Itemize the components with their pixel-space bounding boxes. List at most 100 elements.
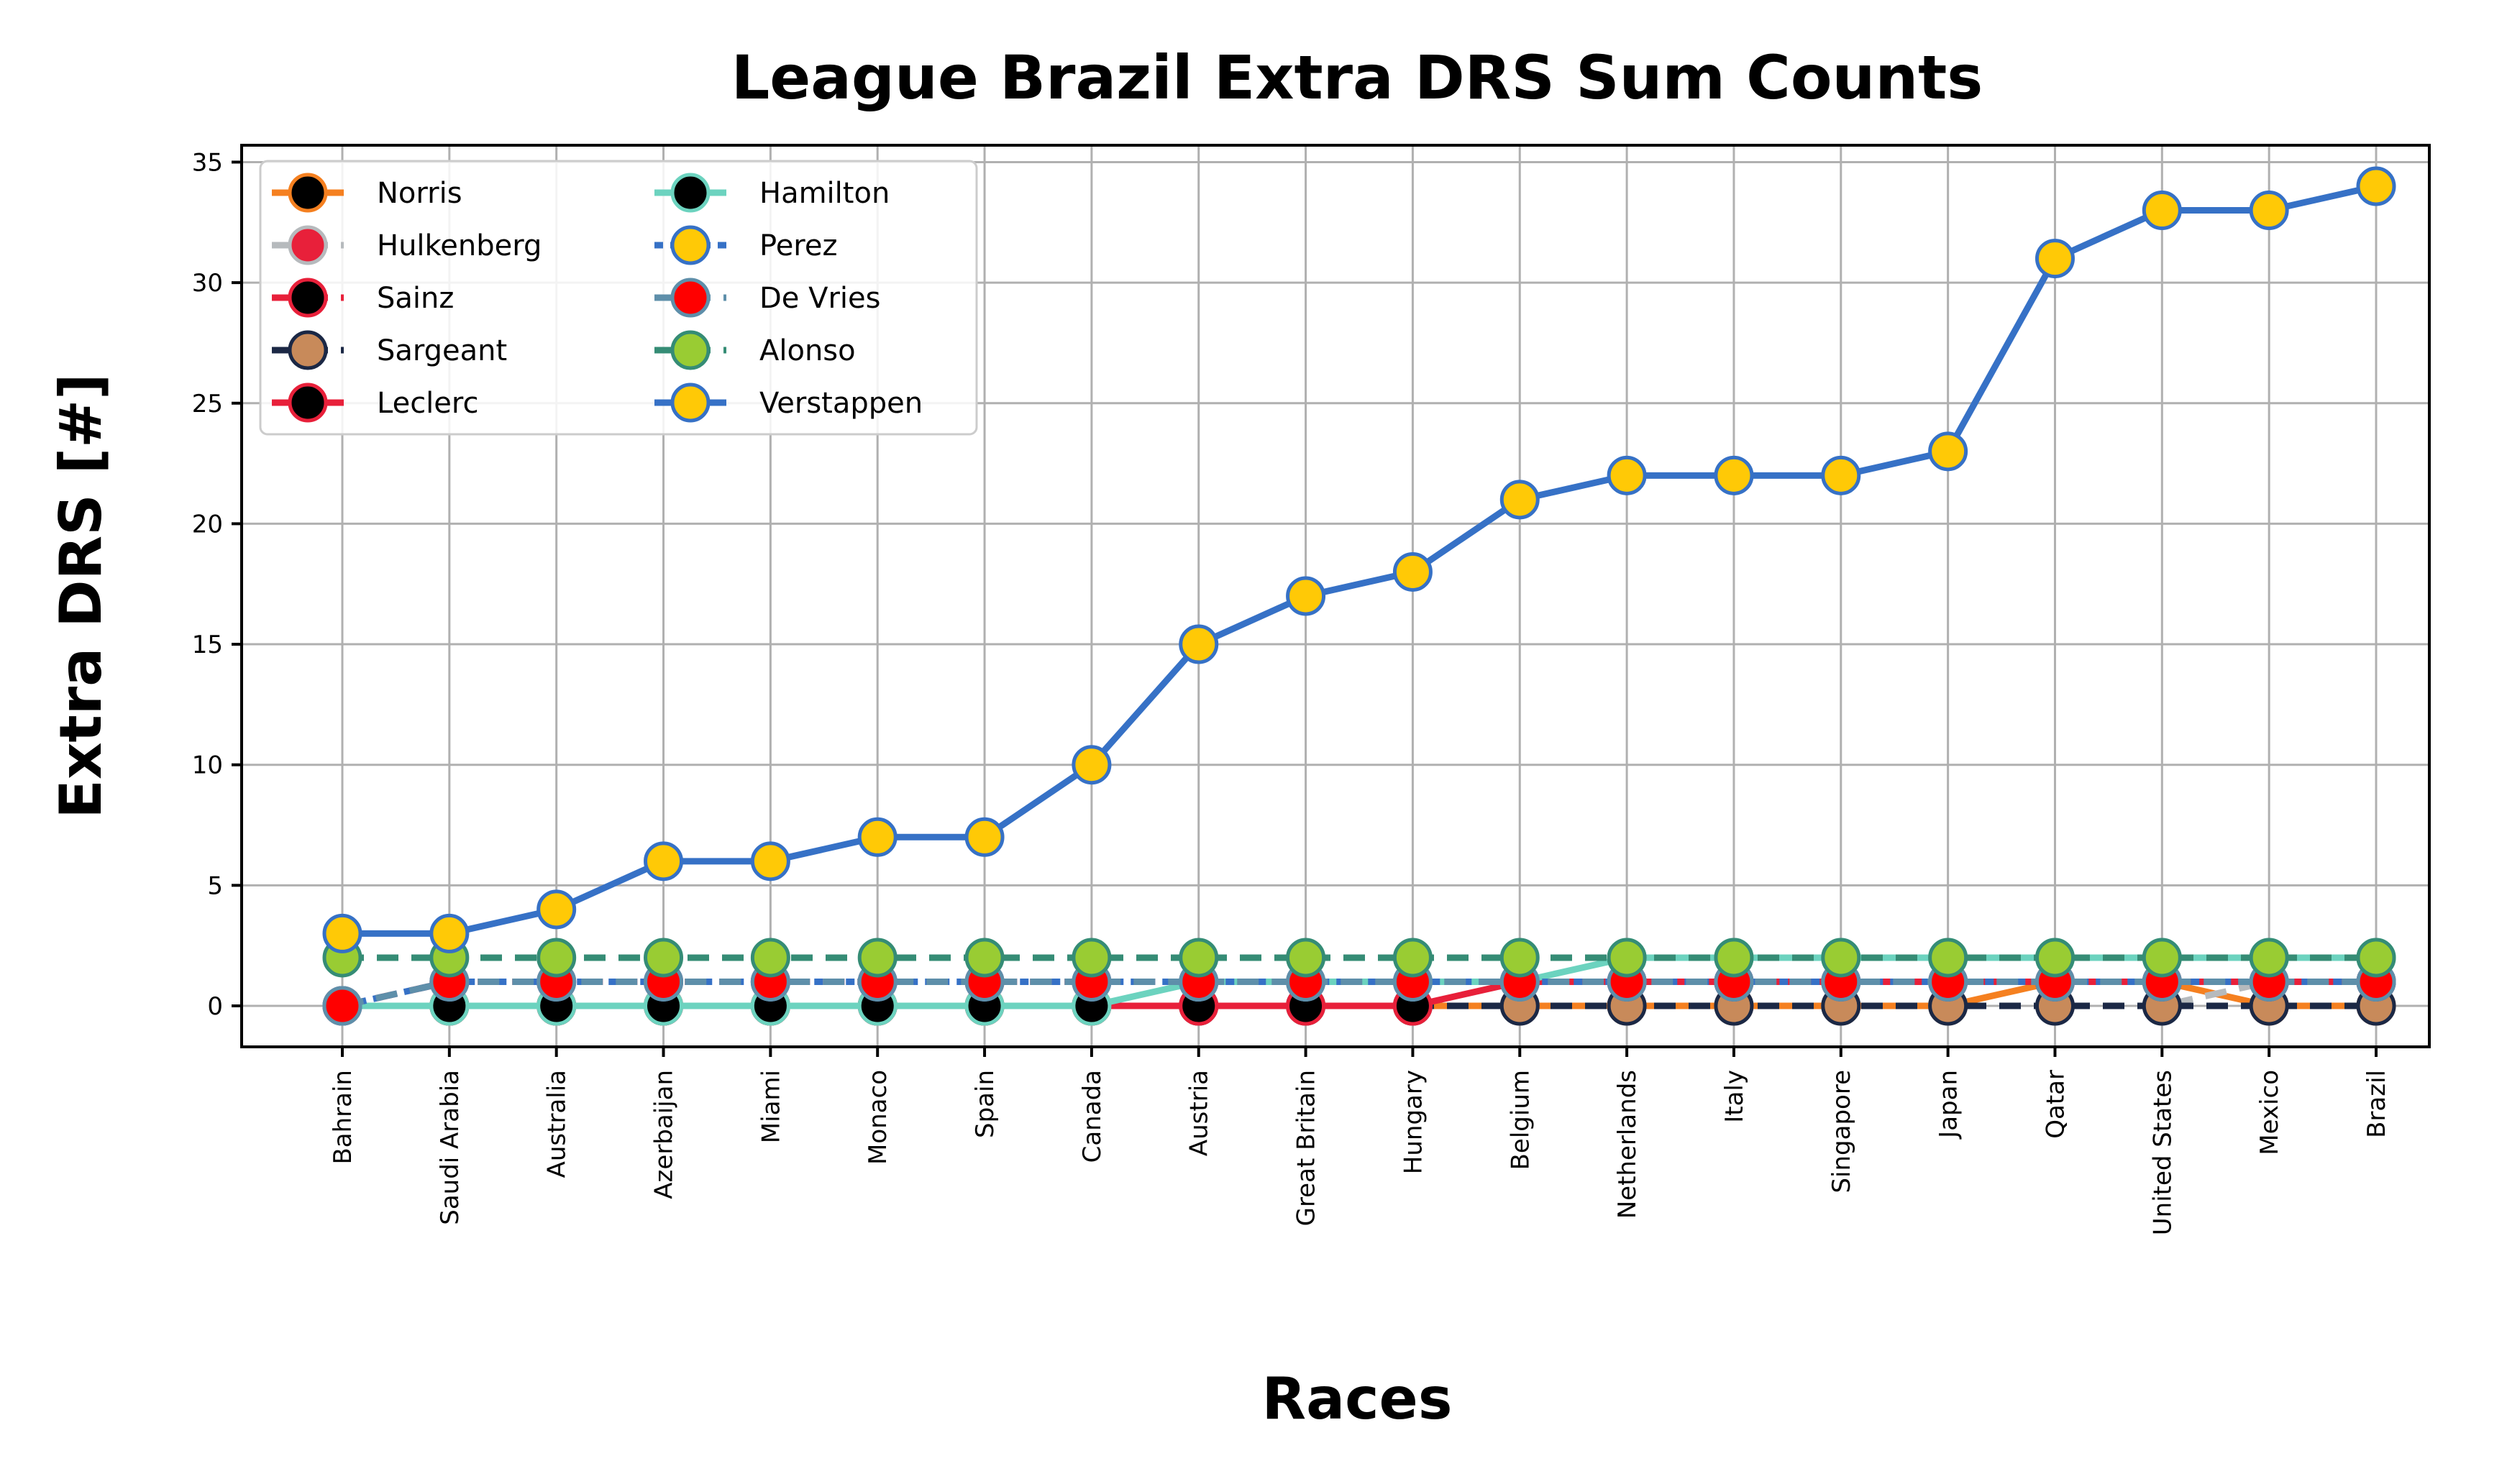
y-tick-label: 15 bbox=[192, 631, 223, 659]
y-tick-label: 20 bbox=[192, 510, 223, 539]
legend-label: Sainz bbox=[377, 282, 454, 315]
data-point-alonso bbox=[964, 938, 1005, 978]
legend-label: Leclerc bbox=[377, 387, 478, 420]
data-point-alonso bbox=[2356, 938, 2396, 978]
data-point-verstappen bbox=[644, 841, 684, 881]
x-tick-label: Spain bbox=[971, 1070, 1000, 1138]
legend-item-de-vries: De Vries bbox=[654, 278, 881, 318]
x-tick-label: Monaco bbox=[864, 1070, 892, 1165]
legend-marker bbox=[288, 173, 328, 213]
y-tick-label: 30 bbox=[192, 269, 223, 298]
x-tick-label: Miami bbox=[757, 1070, 785, 1143]
data-point-verstappen bbox=[1286, 576, 1326, 616]
data-point-alonso bbox=[1392, 938, 1433, 978]
legend-marker bbox=[288, 278, 328, 318]
data-point-alonso bbox=[2142, 938, 2182, 978]
legend-marker bbox=[670, 173, 711, 213]
data-point-alonso bbox=[644, 938, 684, 978]
data-point-alonso bbox=[1072, 938, 1112, 978]
x-tick-label: Brazil bbox=[2362, 1070, 2391, 1138]
data-point-alonso bbox=[750, 938, 790, 978]
data-point-verstappen bbox=[1179, 624, 1219, 664]
x-tick-label: Belgium bbox=[1506, 1070, 1535, 1170]
data-point-verstappen bbox=[2035, 239, 2075, 279]
legend-marker bbox=[288, 330, 328, 370]
x-tick-label: Mexico bbox=[2255, 1070, 2284, 1155]
x-axis-label: Races bbox=[1262, 1365, 1453, 1432]
chart-title: League Brazil Extra DRS Sum Counts bbox=[731, 42, 1983, 113]
data-point-alonso bbox=[1179, 938, 1219, 978]
legend-item-sargeant: Sargeant bbox=[272, 330, 507, 370]
legend-item-sainz: Sainz bbox=[272, 278, 454, 318]
x-tick-label: Australia bbox=[543, 1070, 572, 1178]
legend-label: Norris bbox=[377, 177, 462, 210]
data-point-alonso bbox=[2035, 938, 2075, 978]
data-point-alonso bbox=[857, 938, 898, 978]
x-tick-label: Saudi Arabia bbox=[436, 1070, 465, 1225]
data-point-verstappen bbox=[429, 913, 470, 953]
legend-marker bbox=[288, 225, 328, 265]
series-layer bbox=[322, 166, 2396, 1026]
data-point-verstappen bbox=[1607, 455, 1647, 495]
data-point-verstappen bbox=[536, 889, 577, 930]
data-point-verstappen bbox=[1392, 551, 1433, 592]
x-tick-label: Japan bbox=[1935, 1070, 1963, 1140]
x-tick-label: Azerbaijan bbox=[650, 1070, 679, 1199]
y-axis-ticks: 0 5 10 15 20 25 30 35 bbox=[192, 148, 242, 1021]
legend: Norris Hulkenberg Sainz Sargeant Leclerc Hami… bbox=[259, 160, 978, 436]
data-point-verstappen bbox=[1072, 745, 1112, 785]
data-point-alonso bbox=[536, 938, 577, 978]
legend-frame bbox=[259, 160, 978, 436]
legend-item-verstappen: Verstappen bbox=[654, 383, 923, 423]
data-point-verstappen bbox=[2249, 191, 2289, 231]
data-point-alonso bbox=[1821, 938, 1861, 978]
data-point-verstappen bbox=[1714, 455, 1754, 495]
legend-label: Alonso bbox=[759, 334, 856, 367]
x-tick-label: Singapore bbox=[1827, 1070, 1856, 1194]
x-tick-label: Qatar bbox=[2041, 1070, 2070, 1139]
x-tick-label: Great Britain bbox=[1292, 1070, 1321, 1226]
legend-label: Verstappen bbox=[759, 387, 923, 420]
legend-marker bbox=[670, 383, 711, 423]
legend-marker bbox=[670, 278, 711, 318]
y-tick-label: 25 bbox=[192, 390, 223, 418]
data-point-alonso bbox=[2249, 938, 2289, 978]
legend-label: Perez bbox=[759, 229, 837, 262]
legend-marker bbox=[670, 330, 711, 370]
x-axis-ticks: Bahrain Saudi Arabia Australia Azerbaijan Mi… bbox=[329, 1047, 2391, 1235]
legend-label: Hamilton bbox=[759, 177, 890, 210]
data-point-verstappen bbox=[1499, 480, 1540, 520]
legend-item-leclerc: Leclerc bbox=[272, 383, 478, 423]
y-tick-label: 0 bbox=[207, 992, 223, 1021]
legend-marker bbox=[670, 225, 711, 265]
legend-item-alonso: Alonso bbox=[654, 330, 856, 370]
legend-label: Sargeant bbox=[377, 334, 507, 367]
data-point-verstappen bbox=[857, 817, 898, 857]
x-tick-label: Hungary bbox=[1399, 1070, 1428, 1174]
legend-item-norris: Norris bbox=[272, 173, 462, 213]
x-tick-label: Bahrain bbox=[329, 1070, 357, 1165]
legend-item-hamilton: Hamilton bbox=[654, 173, 890, 213]
x-tick-label: United States bbox=[2148, 1070, 2177, 1235]
data-point-alonso bbox=[1499, 938, 1540, 978]
x-tick-label: Canada bbox=[1078, 1070, 1107, 1163]
data-point-verstappen bbox=[2356, 166, 2396, 206]
data-point-alonso bbox=[1714, 938, 1754, 978]
legend-item-hulkenberg: Hulkenberg bbox=[272, 225, 542, 265]
data-point-alonso bbox=[1607, 938, 1647, 978]
x-tick-label: Austria bbox=[1185, 1070, 1214, 1156]
y-tick-label: 10 bbox=[192, 751, 223, 780]
legend-marker bbox=[288, 383, 328, 423]
data-point-verstappen bbox=[1928, 431, 1968, 472]
data-point-verstappen bbox=[322, 913, 362, 953]
data-point-de-vries bbox=[322, 986, 362, 1026]
data-point-verstappen bbox=[750, 841, 790, 881]
data-point-alonso bbox=[1286, 938, 1326, 978]
legend-label: De Vries bbox=[759, 282, 881, 315]
y-tick-label: 5 bbox=[207, 871, 223, 900]
plot-frame bbox=[240, 144, 2431, 1048]
legend-label: Hulkenberg bbox=[377, 229, 542, 262]
x-tick-label: Italy bbox=[1720, 1070, 1749, 1123]
legend-item-perez: Perez bbox=[654, 225, 837, 265]
